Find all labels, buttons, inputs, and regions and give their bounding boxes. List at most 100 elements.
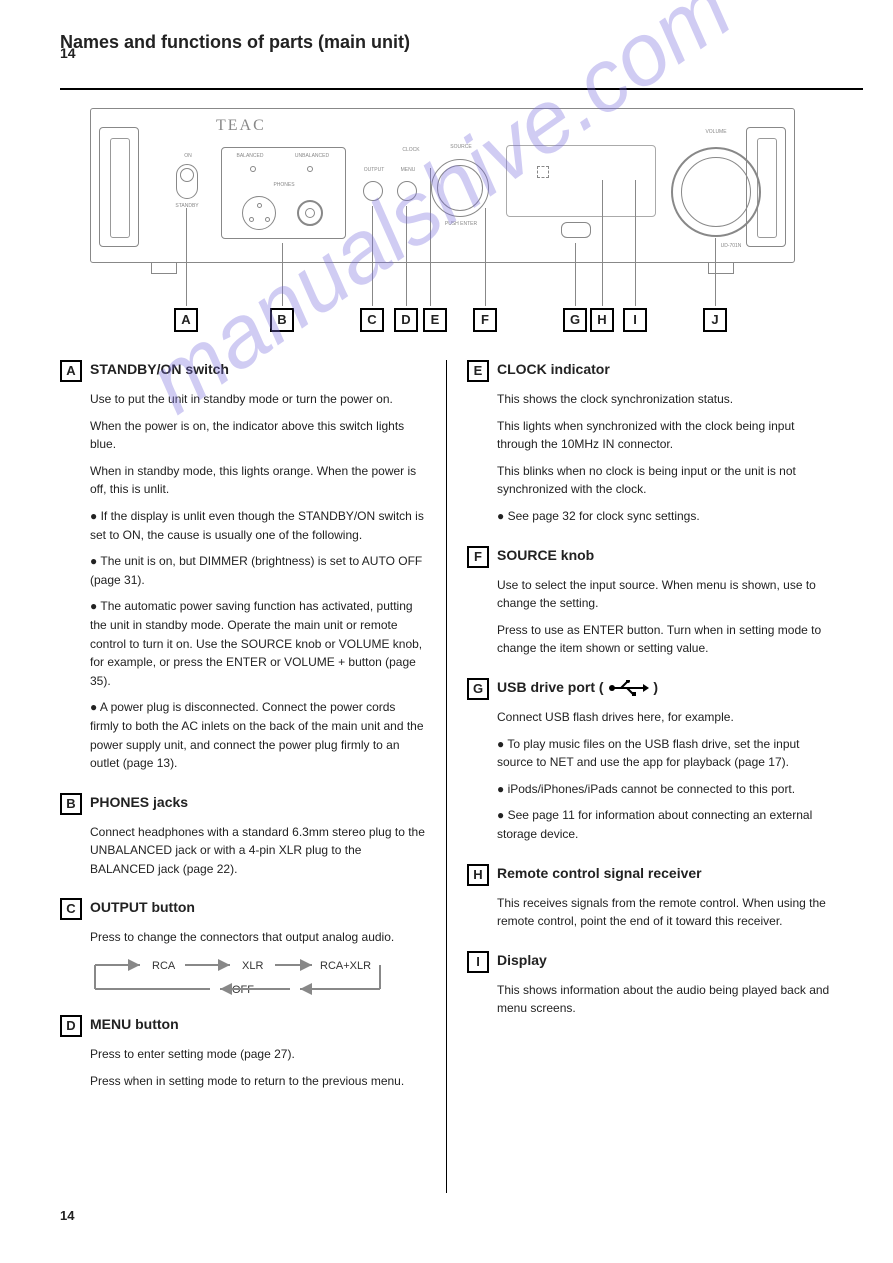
callout-H: H	[590, 308, 614, 332]
volume-knob	[671, 147, 761, 237]
label-standby: STANDBY	[167, 203, 207, 209]
section-letter: H	[467, 864, 489, 886]
brand-label: TEAC	[216, 117, 266, 135]
content-columns: A STANDBY/ON switch Use to put the unit …	[60, 360, 833, 1193]
label-on: ON	[173, 153, 203, 159]
section-text: ● The automatic power saving function ha…	[90, 597, 426, 690]
section-text: ● See page 11 for information about conn…	[497, 806, 833, 843]
device-diagram: TEAC ON STANDBY BALANCED UNBALANCED PHON…	[90, 108, 795, 338]
callout-G: G	[563, 308, 587, 332]
section-text: This blinks when no clock is being input…	[497, 462, 833, 499]
display-area	[506, 145, 656, 217]
label-model: UD-701N	[711, 243, 751, 249]
handle-left	[99, 127, 139, 247]
svg-text:RCA: RCA	[152, 960, 176, 972]
section-letter: D	[60, 1015, 82, 1037]
svg-text:RCA+XLR: RCA+XLR	[320, 960, 371, 972]
label-phones: PHONES	[264, 182, 304, 188]
label-balanced: BALANCED	[230, 153, 270, 159]
section-text: This receives signals from the remote co…	[497, 894, 833, 931]
label-clock: CLOCK	[391, 147, 431, 153]
ir-sensor	[537, 166, 549, 178]
section-title: MENU button	[90, 1015, 179, 1032]
section-letter: B	[60, 793, 82, 815]
menu-button	[397, 181, 417, 201]
section-H: H Remote control signal receiver This re…	[467, 864, 833, 931]
callout-F: F	[473, 308, 497, 332]
section-C: C OUTPUT button Press to change the conn…	[60, 898, 426, 995]
page-title: Names and functions of parts (main unit)	[60, 32, 410, 53]
section-title: CLOCK indicator	[497, 360, 610, 377]
section-F: F SOURCE knob Use to select the input so…	[467, 546, 833, 658]
section-text: When the power is on, the indicator abov…	[90, 417, 426, 454]
usb-port	[561, 222, 591, 238]
label-menu: MENU	[393, 167, 423, 173]
section-letter: G	[467, 678, 489, 700]
callout-D: D	[394, 308, 418, 332]
section-text: This shows the clock synchronization sta…	[497, 390, 833, 409]
label-source: SOURCE	[441, 144, 481, 150]
column-right: E CLOCK indicator This shows the clock s…	[467, 360, 833, 1193]
section-text: Use to put the unit in standby mode or t…	[90, 390, 426, 409]
usb-icon	[607, 680, 649, 696]
section-text: This lights when synchronized with the c…	[497, 417, 833, 454]
column-divider	[446, 360, 447, 1193]
section-text: Connect USB flash drives here, for examp…	[497, 708, 833, 727]
section-text: Press to use as ENTER button. Turn when …	[497, 621, 833, 658]
phone-jack	[297, 200, 323, 226]
section-A: A STANDBY/ON switch Use to put the unit …	[60, 360, 426, 773]
section-title: PHONES jacks	[90, 793, 188, 810]
section-letter: A	[60, 360, 82, 382]
section-title: SOURCE knob	[497, 546, 594, 563]
title-rule	[60, 88, 863, 90]
source-knob	[431, 159, 489, 217]
section-text: Press to change the connectors that outp…	[90, 928, 426, 947]
section-text: ● A power plug is disconnected. Connect …	[90, 698, 426, 772]
flow-arrows-icon: RCA XLR RCA+XLR OFF	[90, 955, 410, 999]
section-title: USB drive port ( )	[497, 678, 658, 696]
section-text: When in standby mode, this lights orange…	[90, 462, 426, 499]
section-text: This shows information about the audio b…	[497, 981, 833, 1018]
section-letter: I	[467, 951, 489, 973]
section-letter: C	[60, 898, 82, 920]
label-volume: VOLUME	[691, 129, 741, 135]
section-letter: F	[467, 546, 489, 568]
label-push-enter: PUSH ENTER	[435, 221, 487, 227]
callout-B: B	[270, 308, 294, 332]
label-unbalanced: UNBALANCED	[287, 153, 337, 159]
phones-panel: BALANCED UNBALANCED PHONES	[221, 147, 346, 239]
svg-text:XLR: XLR	[242, 960, 263, 972]
label-output: OUTPUT	[359, 167, 389, 173]
section-letter: E	[467, 360, 489, 382]
callout-I: I	[623, 308, 647, 332]
section-text: Connect headphones with a standard 6.3mm…	[90, 823, 426, 879]
section-text: Press when in setting mode to return to …	[90, 1072, 426, 1091]
section-text: ● If the display is unlit even though th…	[90, 507, 426, 544]
section-G: G USB drive port ( ) Connec	[467, 678, 833, 844]
section-E: E CLOCK indicator This shows the clock s…	[467, 360, 833, 526]
section-B: B PHONES jacks Connect headphones with a…	[60, 793, 426, 879]
xlr-jack	[242, 196, 276, 230]
device-body: TEAC ON STANDBY BALANCED UNBALANCED PHON…	[90, 108, 795, 263]
standby-switch	[176, 164, 198, 199]
section-text: Use to select the input source. When men…	[497, 576, 833, 613]
callout-E: E	[423, 308, 447, 332]
output-button	[363, 181, 383, 201]
page-number-bottom: 14	[60, 1208, 74, 1223]
section-text: ● iPods/iPhones/iPads cannot be connecte…	[497, 780, 833, 799]
section-I: I Display This shows information about t…	[467, 951, 833, 1018]
section-title: Remote control signal receiver	[497, 864, 702, 881]
section-text: ● The unit is on, but DIMMER (brightness…	[90, 552, 426, 589]
column-left: A STANDBY/ON switch Use to put the unit …	[60, 360, 426, 1193]
section-title: Display	[497, 951, 547, 968]
section-title: OUTPUT button	[90, 898, 195, 915]
callout-J: J	[703, 308, 727, 332]
section-text: ● See page 32 for clock sync settings.	[497, 507, 833, 526]
callout-C: C	[360, 308, 384, 332]
output-flow-diagram: RCA XLR RCA+XLR OFF	[90, 955, 426, 995]
section-text: Press to enter setting mode (page 27).	[90, 1045, 426, 1064]
callout-A: A	[174, 308, 198, 332]
section-title: STANDBY/ON switch	[90, 360, 229, 377]
section-D: D MENU button Press to enter setting mod…	[60, 1015, 426, 1090]
section-text: ● To play music files on the USB flash d…	[497, 735, 833, 772]
